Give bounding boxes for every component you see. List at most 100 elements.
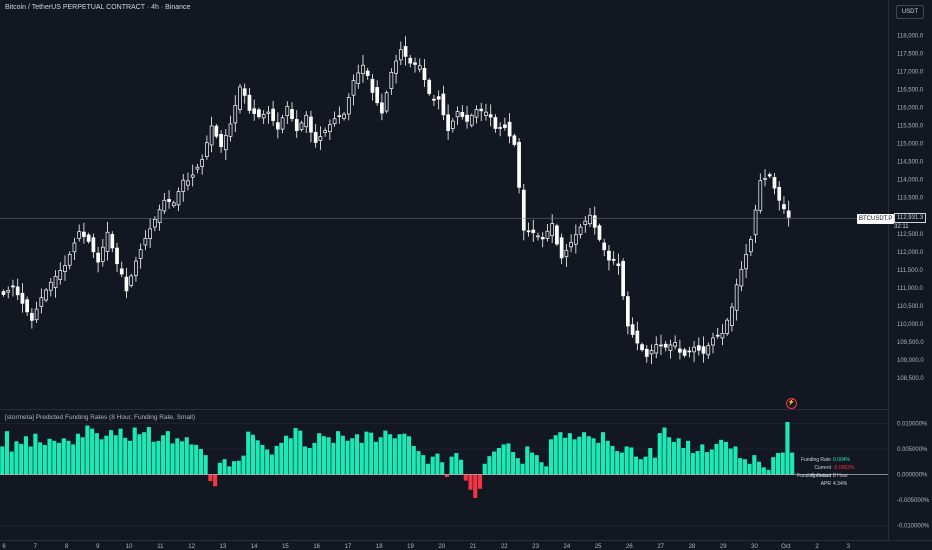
candle-body <box>536 235 540 238</box>
funding-bar <box>80 437 85 475</box>
time-tick-label: 2 <box>815 544 819 550</box>
candle-body <box>6 290 11 293</box>
funding-bar <box>520 463 525 475</box>
candle-body <box>611 259 616 261</box>
candle-body <box>190 174 195 178</box>
funding-bar <box>553 435 558 475</box>
time-tick-label: 18 <box>376 544 383 550</box>
funding-bar <box>463 474 468 481</box>
candle-body <box>110 234 115 249</box>
info-value: 4.34% <box>833 481 848 487</box>
price-tick-label: 110,000.0 <box>897 322 924 328</box>
candle-body <box>692 346 696 353</box>
funding-bar <box>766 469 771 475</box>
candle-body <box>223 134 228 151</box>
funding-bar <box>284 435 289 475</box>
candle-body <box>531 229 536 234</box>
funding-bar <box>629 447 634 475</box>
funding-bar <box>23 436 28 475</box>
funding-bar <box>269 454 274 475</box>
price-tick-label: 117,500.0 <box>897 51 924 57</box>
candle-body <box>507 121 512 137</box>
funding-bar <box>619 452 624 475</box>
funding-bar <box>600 432 606 475</box>
candle-body <box>734 284 739 311</box>
price-tick-label: 115,500.0 <box>897 123 924 129</box>
candle-body <box>384 92 389 112</box>
candle-body <box>242 88 247 96</box>
funding-bar <box>42 444 47 475</box>
funding-bar <box>359 442 364 475</box>
funding-bar <box>397 434 402 475</box>
candle-body <box>138 249 143 259</box>
candle-body <box>630 324 635 335</box>
candle-body <box>403 46 408 57</box>
candle-body <box>503 124 507 128</box>
funding-bar <box>373 441 378 475</box>
candle-body <box>663 343 668 348</box>
funding-bar <box>695 451 700 475</box>
time-tick-label: 22 <box>501 544 508 550</box>
candle-body <box>626 296 630 327</box>
time-tick-label: 15 <box>282 544 289 550</box>
funding-bar <box>213 474 218 487</box>
candle-body <box>48 281 53 291</box>
candle-body <box>195 166 200 170</box>
funding-bar <box>511 452 516 475</box>
funding-bar <box>161 435 166 475</box>
candle-body <box>332 118 337 125</box>
price-tick-label: 117,000.0 <box>897 69 924 75</box>
funding-bar <box>179 441 185 475</box>
candle-body <box>701 346 706 354</box>
candle-body <box>696 345 701 351</box>
lightning-icon[interactable]: ⚡ <box>786 398 797 409</box>
funding-bar <box>189 444 194 475</box>
funding-bar <box>416 451 421 475</box>
funding-bar <box>47 438 52 475</box>
funding-bar <box>312 442 317 475</box>
funding-bar <box>118 428 123 475</box>
candle-body <box>309 116 313 133</box>
candle-body <box>176 191 181 206</box>
time-tick-label: 14 <box>251 544 258 550</box>
funding-bar <box>383 430 388 475</box>
funding-bar <box>137 434 142 475</box>
candle-body <box>34 308 39 321</box>
info-value: 0.004% <box>833 457 850 463</box>
candle-body <box>422 68 427 81</box>
time-tick-label: 11 <box>157 544 164 550</box>
candle-body <box>715 334 720 337</box>
funding-bar <box>156 440 161 475</box>
funding-bar <box>14 441 19 475</box>
funding-bar <box>761 467 766 475</box>
funding-tick-label: 0.000000% <box>897 473 928 479</box>
candle-body <box>143 238 148 246</box>
funding-bar <box>217 462 222 475</box>
funding-bar <box>652 457 658 475</box>
funding-bar <box>336 431 341 475</box>
candle-body <box>398 49 403 61</box>
funding-tick-label: -0.010000% <box>897 524 930 530</box>
funding-bar <box>738 458 743 475</box>
candle-body <box>569 242 573 248</box>
time-tick-label: 24 <box>564 544 571 550</box>
candle-body <box>644 348 649 357</box>
candle-body <box>545 230 550 239</box>
funding-bar <box>28 446 33 475</box>
time-tick-label: 10 <box>126 544 133 550</box>
funding-bar <box>231 461 237 475</box>
candle-body <box>25 299 29 313</box>
funding-bar <box>605 440 610 475</box>
funding-bar <box>194 444 199 475</box>
time-tick-label: 29 <box>720 544 727 550</box>
funding-bar <box>567 433 572 475</box>
time-tick-label: 16 <box>313 544 320 550</box>
funding-bar <box>392 438 397 475</box>
time-tick-label: 17 <box>345 544 352 550</box>
candle-body <box>588 214 592 225</box>
funding-bar <box>38 442 43 475</box>
candle-body <box>257 109 261 118</box>
funding-bar <box>676 438 681 475</box>
currency-selector[interactable]: USDT <box>896 5 924 19</box>
